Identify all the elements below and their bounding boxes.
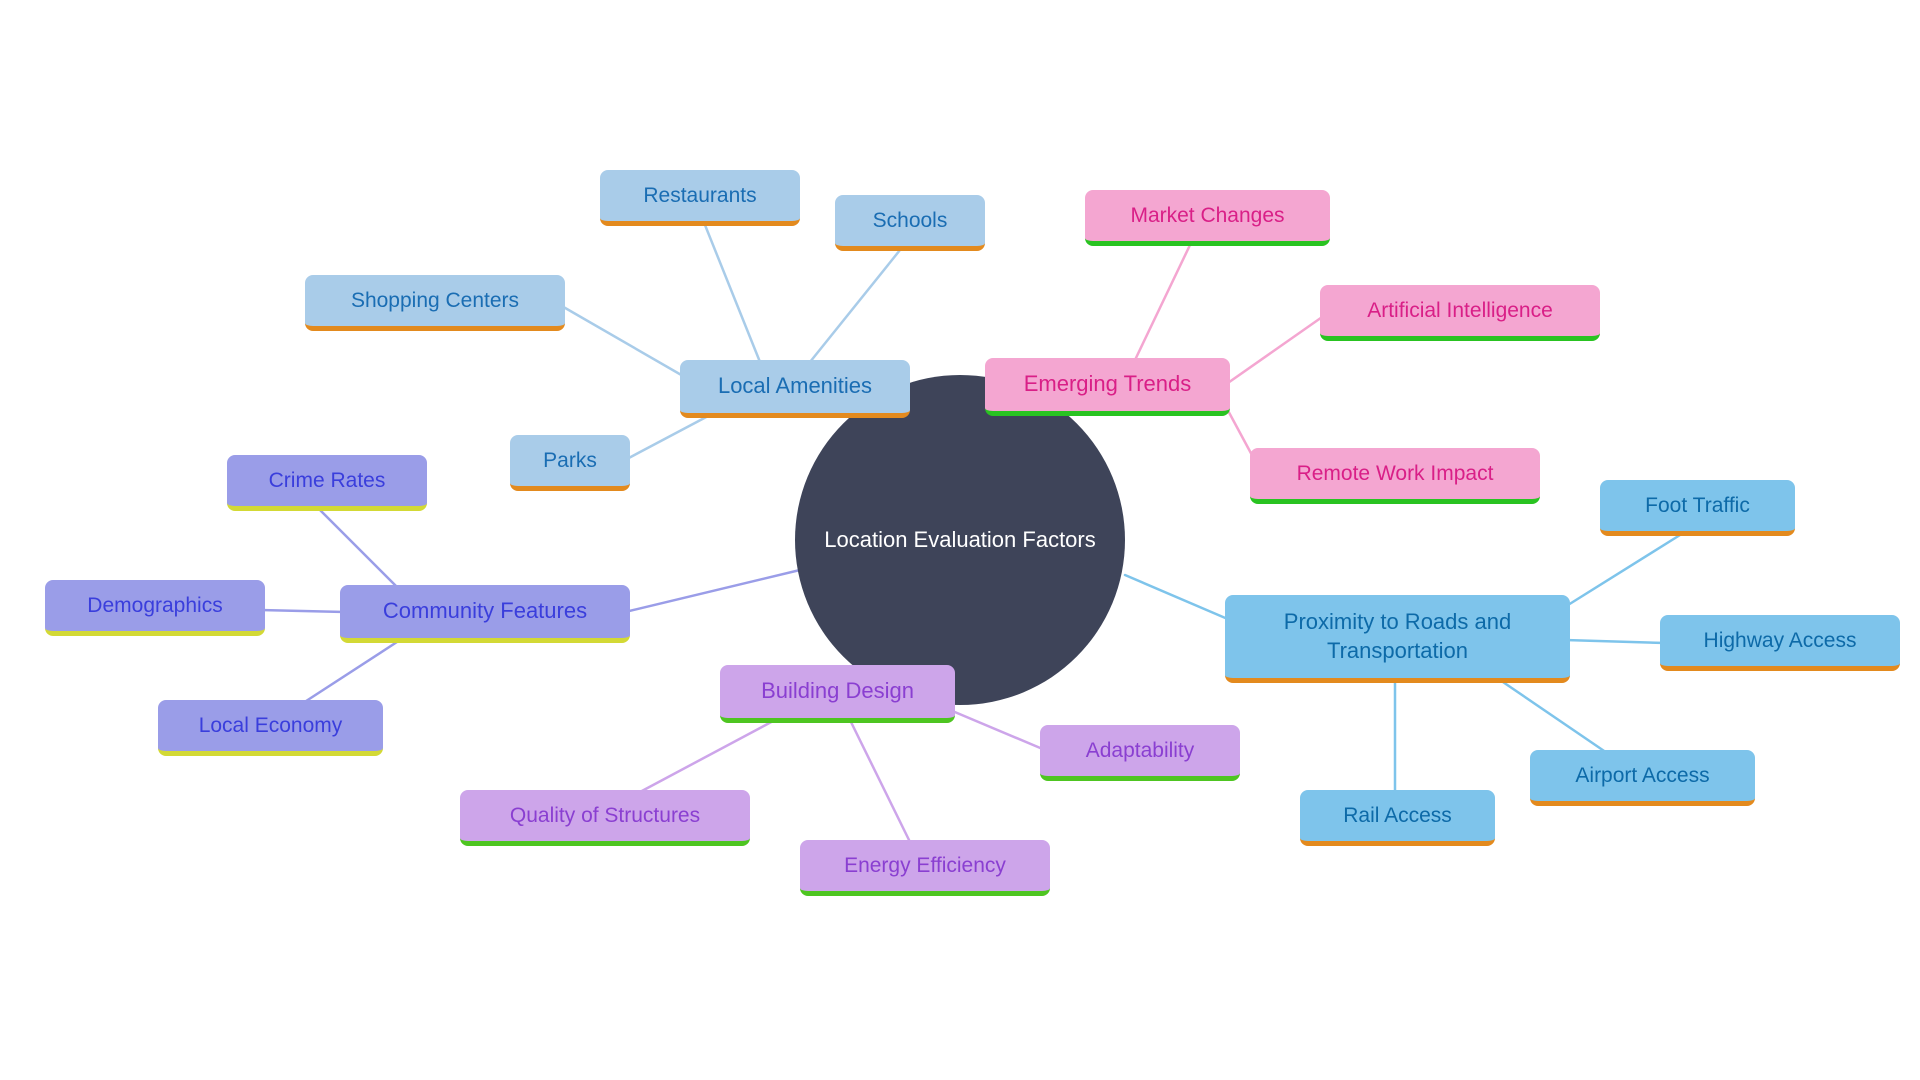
leaf-label: Restaurants bbox=[643, 182, 756, 209]
leaf-label: Artificial Intelligence bbox=[1367, 297, 1553, 324]
leaf-restaurants: Restaurants bbox=[600, 170, 800, 226]
leaf-label: Energy Efficiency bbox=[844, 852, 1006, 879]
leaf-shopping-centers: Shopping Centers bbox=[305, 275, 565, 331]
center-node-label: Location Evaluation Factors bbox=[824, 527, 1096, 553]
leaf-label: Airport Access bbox=[1575, 762, 1709, 789]
leaf-label: Local Economy bbox=[199, 712, 343, 739]
leaf-highway-access: Highway Access bbox=[1660, 615, 1900, 671]
center-node: Location Evaluation Factors bbox=[795, 375, 1125, 705]
leaf-label: Parks bbox=[543, 447, 597, 474]
leaf-energy-efficiency: Energy Efficiency bbox=[800, 840, 1050, 896]
leaf-schools: Schools bbox=[835, 195, 985, 251]
leaf-label: Schools bbox=[873, 207, 948, 234]
leaf-demographics: Demographics bbox=[45, 580, 265, 636]
leaf-label: Highway Access bbox=[1704, 627, 1857, 654]
mindmap-canvas: Location Evaluation Factors Local Ameniti… bbox=[0, 0, 1920, 1080]
leaf-label: Quality of Structures bbox=[510, 802, 700, 829]
leaf-label: Demographics bbox=[87, 592, 222, 619]
leaf-market-changes: Market Changes bbox=[1085, 190, 1330, 246]
branch-emerging-trends: Emerging Trends bbox=[985, 358, 1230, 416]
branch-community-features: Community Features bbox=[340, 585, 630, 643]
leaf-airport-access: Airport Access bbox=[1530, 750, 1755, 806]
leaf-quality-of-structures: Quality of Structures bbox=[460, 790, 750, 846]
branch-label: Building Design bbox=[761, 677, 914, 706]
leaf-label: Remote Work Impact bbox=[1297, 460, 1494, 487]
branch-label: Emerging Trends bbox=[1024, 370, 1192, 399]
leaf-local-economy: Local Economy bbox=[158, 700, 383, 756]
leaf-label: Adaptability bbox=[1086, 737, 1195, 764]
leaf-adaptability: Adaptability bbox=[1040, 725, 1240, 781]
leaf-label: Crime Rates bbox=[269, 467, 386, 494]
leaf-rail-access: Rail Access bbox=[1300, 790, 1495, 846]
leaf-label: Shopping Centers bbox=[351, 287, 519, 314]
leaf-parks: Parks bbox=[510, 435, 630, 491]
branch-label: Local Amenities bbox=[718, 372, 872, 401]
leaf-label: Foot Traffic bbox=[1645, 492, 1750, 519]
branch-label: Community Features bbox=[383, 597, 587, 626]
branch-local-amenities: Local Amenities bbox=[680, 360, 910, 418]
leaf-artificial-intelligence: Artificial Intelligence bbox=[1320, 285, 1600, 341]
branch-label: Proximity to Roads and Transportation bbox=[1243, 608, 1552, 665]
leaf-label: Market Changes bbox=[1130, 202, 1284, 229]
leaf-foot-traffic: Foot Traffic bbox=[1600, 480, 1795, 536]
branch-proximity-roads: Proximity to Roads and Transportation bbox=[1225, 595, 1570, 683]
branch-building-design: Building Design bbox=[720, 665, 955, 723]
leaf-crime-rates: Crime Rates bbox=[227, 455, 427, 511]
leaf-remote-work-impact: Remote Work Impact bbox=[1250, 448, 1540, 504]
leaf-label: Rail Access bbox=[1343, 802, 1452, 829]
